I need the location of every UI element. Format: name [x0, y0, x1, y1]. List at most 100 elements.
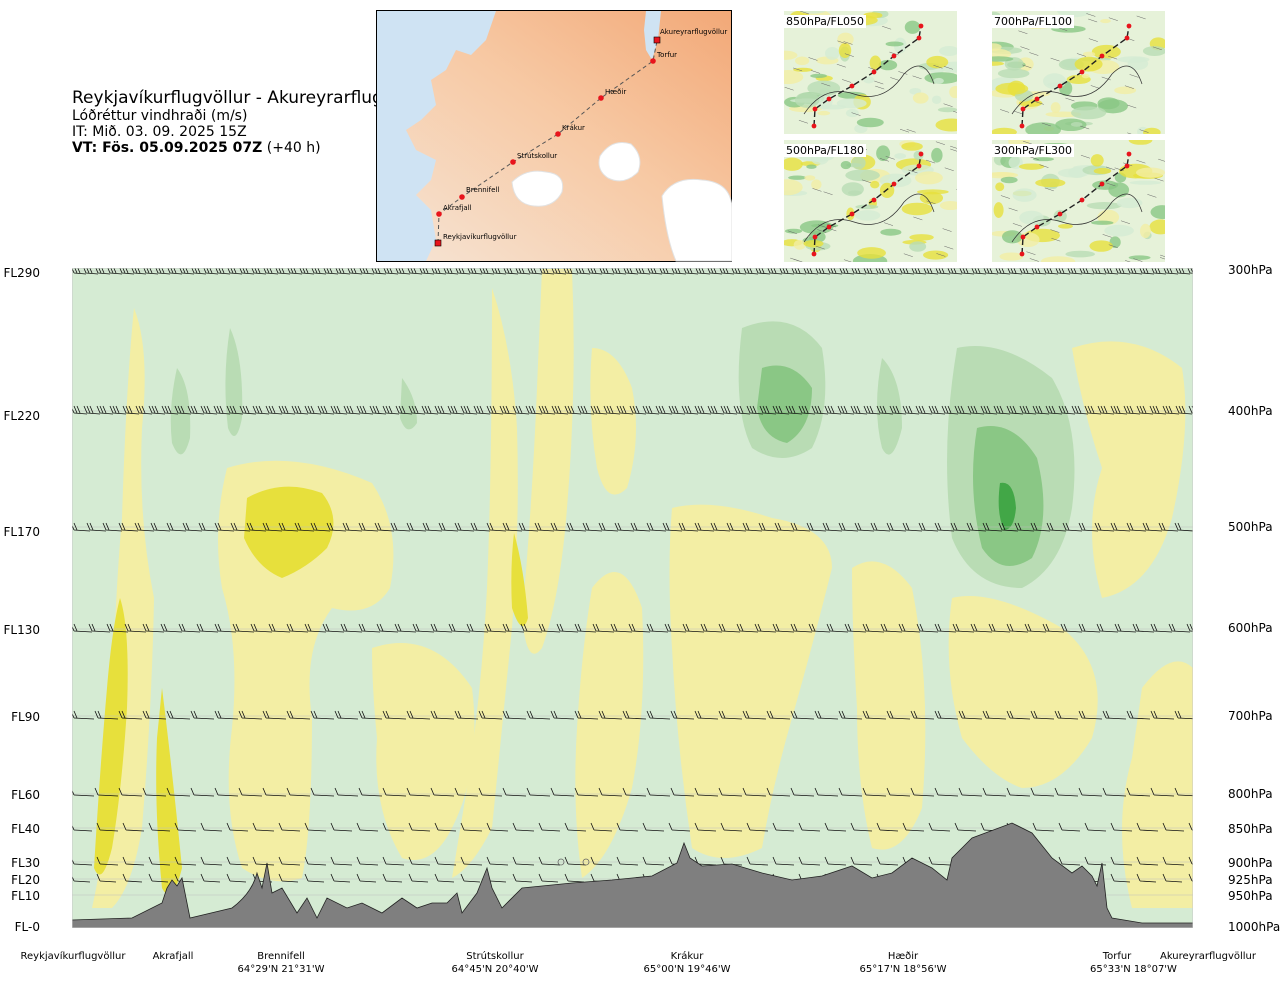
mini-map-field-blob: [1091, 44, 1121, 59]
wind-barb: [356, 405, 374, 415]
wind-barb: [479, 268, 495, 275]
mini-map-field-blob: [937, 107, 958, 113]
map-label-strutskollur: Strútskollur: [517, 152, 557, 160]
wind-barb: [1062, 522, 1083, 532]
wind-barb: [486, 822, 509, 832]
wind-barb: [356, 873, 377, 883]
mini-map-field-blob: [803, 239, 824, 248]
wind-barb: [96, 873, 117, 883]
mini-map-field-blob: [838, 42, 852, 58]
wind-barb: [518, 522, 539, 532]
wind-barb: [1103, 268, 1119, 275]
mini-map-500-graphic: [772, 140, 966, 268]
wind-barb: [406, 522, 427, 532]
wind-barb: [614, 522, 635, 532]
wind-barb: [467, 268, 483, 275]
wind-barb: [330, 856, 353, 866]
wind-barb: [772, 623, 795, 633]
mini-map-wind-barb: [1120, 220, 1131, 224]
station-coord: 65°00'N 19°46'W: [643, 964, 731, 975]
mini-map-field-blob: [857, 247, 886, 259]
wind-barb: [1058, 822, 1081, 832]
wind-barb: [952, 623, 975, 633]
wind-barb: [200, 856, 223, 866]
mini-map-field-blob: [915, 171, 943, 185]
mini-map-route-line: [813, 25, 922, 127]
wind-barb: [226, 405, 244, 415]
wind-barb: [122, 405, 140, 415]
map-label-haedir: Hæðir: [605, 88, 626, 96]
wind-barb: [148, 856, 171, 866]
wind-barb: [304, 405, 322, 415]
mini-map-wind-barb: [906, 129, 916, 133]
wind-barb: [412, 623, 435, 633]
wind-barb: [910, 787, 935, 797]
terrain-markers: [557, 858, 590, 866]
wind-barb: [299, 268, 315, 275]
mini-map-wind-barb: [890, 77, 900, 81]
station-name: Torfur: [1102, 951, 1132, 962]
wind-barb: [527, 268, 543, 275]
wind-barb: [934, 522, 955, 532]
wind-barb: [131, 268, 147, 275]
wind-barb: [671, 268, 687, 275]
mini-map-field-blob: [1108, 182, 1130, 198]
mini-map-field-blob: [1140, 223, 1151, 239]
mini-map-field-blob: [1116, 197, 1143, 209]
wind-barb: [582, 522, 603, 532]
mini-map-field-blob: [854, 210, 881, 221]
wind-barb: [941, 405, 959, 415]
mini-map-wind-barb: [935, 141, 945, 145]
wind-barb: [746, 856, 769, 866]
wind-barb: [774, 522, 795, 532]
mini-map-waypoint: [1057, 211, 1063, 217]
mini-map-wind-barb: [889, 51, 899, 56]
wind-barb: [179, 268, 195, 275]
wind-barb: [278, 873, 299, 883]
mini-map-waypoint: [916, 35, 922, 41]
station-torfur-coord-wrap: 65°33'N 18°07'W: [1090, 963, 1177, 976]
station-name: Strútskollur: [466, 951, 524, 962]
wind-barb: [1174, 787, 1193, 797]
wind-barb: [1142, 522, 1163, 532]
mini-map-bg: [784, 11, 957, 134]
wind-barb: [1078, 710, 1103, 720]
wind-barb: [356, 856, 379, 866]
wind-barb: [382, 405, 400, 415]
mini-map-coastline: [803, 65, 935, 115]
wind-barb: [629, 405, 647, 415]
wind-barb: [96, 822, 119, 832]
wind-barb: [1175, 405, 1193, 415]
fl-label-130: FL130: [3, 623, 41, 637]
wind-barb: [369, 405, 387, 415]
wind-barb: [382, 710, 407, 720]
wind-barb: [1019, 405, 1037, 415]
wind-barb: [239, 405, 257, 415]
wind-barb: [1150, 623, 1173, 633]
station-haedir: Hæðir 65°17'N 18°56'W: [848, 950, 958, 976]
wind-barb: [486, 856, 509, 866]
station-brennifell: Brennifell 64°29'N 21°31'W: [226, 950, 336, 976]
mini-map-wind-barb: [1026, 251, 1036, 255]
wind-barb: [1055, 268, 1071, 275]
title-block: Reykjavíkurflugvöllur - Akureyrarflugvöl…: [72, 88, 431, 157]
station-torfur: Torfur: [1090, 950, 1144, 963]
wind-barb: [250, 623, 273, 633]
wind-barb: [1150, 710, 1175, 720]
mini-map-wind-barb: [879, 158, 889, 162]
wind-barb: [148, 873, 169, 883]
map-label-reykjavikurflugvollur: Reykjavíkurflugvöllur: [443, 233, 517, 241]
mini-map-wind-barb: [1108, 244, 1118, 248]
mini-map-field-blob: [894, 153, 907, 159]
wind-barb: [1150, 787, 1175, 797]
wind-barb: [1174, 522, 1193, 532]
wind-barb: [958, 787, 983, 797]
wind-barb: [502, 623, 525, 633]
wind-barb: [422, 522, 443, 532]
mini-map-850-label: 850hPa/FL050: [784, 15, 867, 28]
wind-barb: [214, 710, 239, 720]
wind-barb: [382, 873, 403, 883]
wind-barb: [646, 710, 671, 720]
wind-barb: [616, 856, 639, 866]
mini-map-wind-barb: [1039, 164, 1049, 168]
